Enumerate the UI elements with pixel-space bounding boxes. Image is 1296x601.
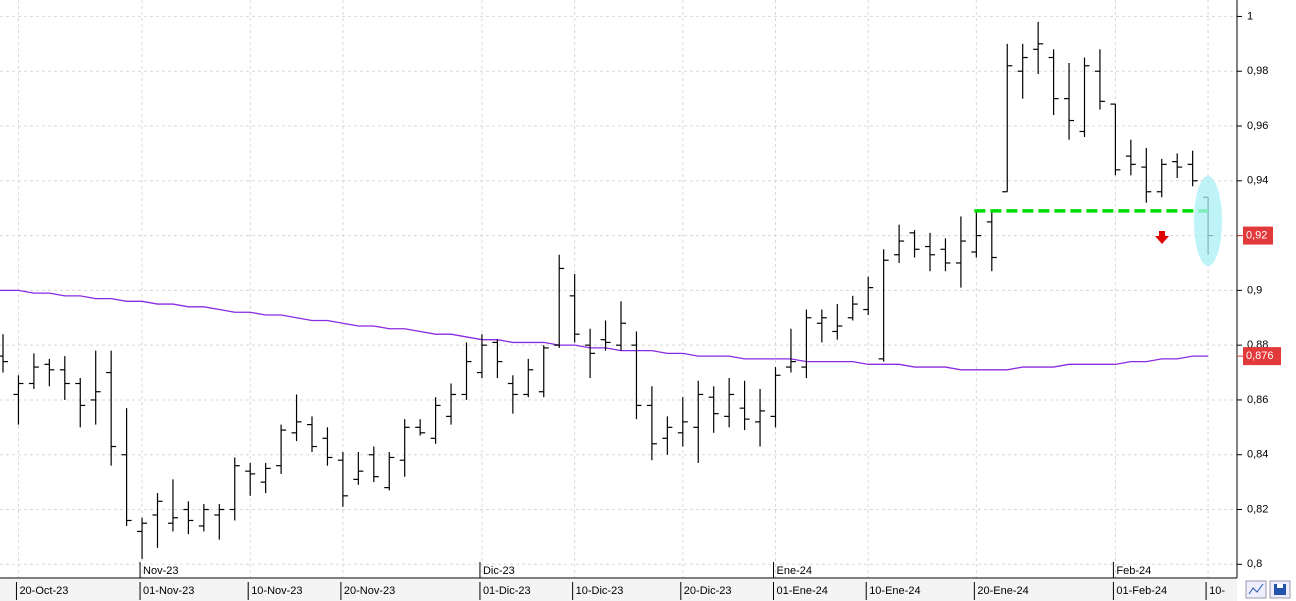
y-tick-label: 0,8 — [1247, 558, 1262, 570]
month-label: Nov-23 — [143, 565, 178, 577]
y-tick-label: 0,94 — [1247, 175, 1268, 187]
y-tick-label: 0,96 — [1247, 120, 1268, 132]
x-tick-label: 20-Oct-23 — [19, 585, 68, 597]
x-tick-label: 01-Ene-24 — [777, 585, 828, 597]
x-tick-label: 20-Nov-23 — [344, 585, 395, 597]
x-tick-label: 20-Ene-24 — [977, 585, 1028, 597]
x-tick-label: 20-Dic-23 — [684, 585, 732, 597]
last-value-tag — [1243, 226, 1273, 245]
y-tick-label: 0,86 — [1247, 394, 1268, 406]
x-tick-label: 01-Nov-23 — [143, 585, 194, 597]
last-value-label: 0,876 — [1246, 350, 1274, 362]
y-tick-label: 1 — [1247, 10, 1253, 22]
y-tick-label: 0,84 — [1247, 449, 1268, 461]
save-icon-label — [1277, 584, 1283, 588]
x-tick-label: 01-Feb-24 — [1116, 585, 1167, 597]
save-icon — [1274, 584, 1286, 595]
x-tick-label: 10-Ene-24 — [869, 585, 920, 597]
chart-type-button[interactable] — [1245, 580, 1267, 599]
x-tick-label: 10-Nov-23 — [251, 585, 302, 597]
x-tick-label: 10-Dic-23 — [576, 585, 624, 597]
marks — [0, 21, 1214, 559]
chart-type-icon — [1248, 583, 1264, 595]
y-tick-label: 0,9 — [1247, 284, 1262, 296]
y-tick-label: 0,82 — [1247, 503, 1268, 515]
x-tick-label: 01-Dic-23 — [483, 585, 531, 597]
x-axis-band — [0, 579, 1237, 601]
x-tick-label: 10- — [1209, 585, 1225, 597]
down-arrow — [1155, 231, 1169, 244]
month-label: Dic-23 — [483, 565, 515, 577]
highlight-ellipse — [1194, 176, 1222, 266]
month-label: Feb-24 — [1116, 565, 1151, 577]
last-value-label: 0,92 — [1246, 229, 1267, 241]
month-label: Ene-24 — [777, 565, 812, 577]
last-value-tag — [1243, 347, 1281, 366]
y-tick-label: 0,98 — [1247, 65, 1268, 77]
